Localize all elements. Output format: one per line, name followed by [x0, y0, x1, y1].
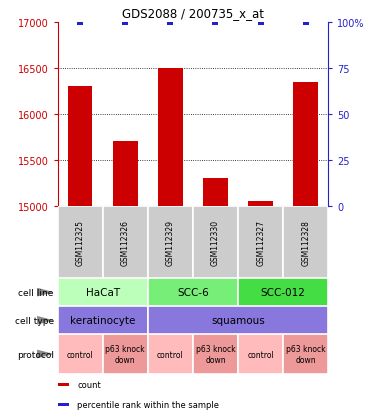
- Polygon shape: [37, 350, 54, 358]
- Text: GSM112329: GSM112329: [166, 219, 175, 265]
- Text: HaCaT: HaCaT: [86, 287, 120, 297]
- Text: SCC-6: SCC-6: [177, 287, 209, 297]
- Bar: [103, 206, 148, 278]
- Bar: [148, 306, 328, 335]
- Bar: [58, 403, 69, 406]
- Bar: [193, 335, 238, 374]
- Bar: [58, 306, 148, 335]
- Bar: [193, 206, 238, 278]
- Bar: [238, 278, 328, 306]
- Bar: [203, 178, 228, 206]
- Title: GDS2088 / 200735_x_at: GDS2088 / 200735_x_at: [122, 7, 264, 20]
- Text: squamous: squamous: [211, 316, 265, 325]
- Polygon shape: [37, 316, 54, 325]
- Text: protocol: protocol: [17, 350, 54, 358]
- Text: GSM112328: GSM112328: [301, 219, 310, 265]
- Bar: [148, 206, 193, 278]
- Text: GSM112330: GSM112330: [211, 219, 220, 265]
- Text: SCC-012: SCC-012: [261, 287, 306, 297]
- Bar: [103, 335, 148, 374]
- Bar: [158, 69, 183, 206]
- Text: GSM112327: GSM112327: [256, 219, 265, 265]
- Bar: [283, 335, 328, 374]
- Point: [122, 19, 128, 26]
- Point: [213, 19, 219, 26]
- Point: [303, 19, 309, 26]
- Bar: [148, 335, 193, 374]
- Text: keratinocyte: keratinocyte: [70, 316, 135, 325]
- Bar: [248, 202, 273, 206]
- Text: GSM112326: GSM112326: [121, 219, 130, 265]
- Bar: [238, 335, 283, 374]
- Text: percentile rank within the sample: percentile rank within the sample: [77, 400, 219, 409]
- Bar: [58, 206, 103, 278]
- Text: p63 knock
down: p63 knock down: [286, 344, 326, 364]
- Bar: [68, 87, 92, 206]
- Bar: [58, 335, 103, 374]
- Polygon shape: [37, 288, 54, 297]
- Text: p63 knock
down: p63 knock down: [105, 344, 145, 364]
- Bar: [238, 206, 283, 278]
- Text: count: count: [77, 380, 101, 389]
- Bar: [148, 278, 238, 306]
- Bar: [113, 142, 138, 206]
- Text: control: control: [157, 350, 184, 358]
- Text: control: control: [247, 350, 274, 358]
- Bar: [293, 82, 318, 206]
- Text: control: control: [67, 350, 93, 358]
- Text: cell type: cell type: [15, 316, 54, 325]
- Bar: [283, 206, 328, 278]
- Text: cell line: cell line: [19, 288, 54, 297]
- Bar: [58, 383, 69, 386]
- Point: [77, 19, 83, 26]
- Point: [257, 19, 263, 26]
- Point: [167, 19, 173, 26]
- Bar: [58, 278, 148, 306]
- Text: p63 knock
down: p63 knock down: [196, 344, 235, 364]
- Text: GSM112325: GSM112325: [76, 219, 85, 265]
